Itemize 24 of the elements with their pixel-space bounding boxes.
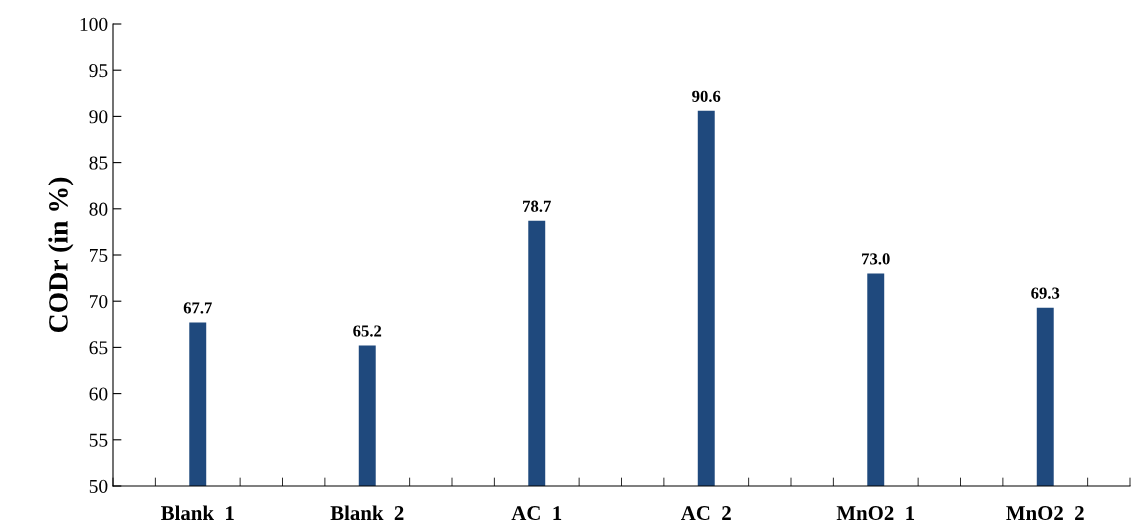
y-tick-label: 50 xyxy=(89,479,108,493)
y-tick-label: 75 xyxy=(89,249,108,262)
x-tick-label: AC 2 xyxy=(680,506,731,521)
x-tick-label: MnO2 1 xyxy=(836,506,915,521)
y-tick-label: 55 xyxy=(89,433,108,447)
y-tick-label: 95 xyxy=(89,64,108,78)
x-tick-label: Blank 2 xyxy=(330,505,404,521)
data-label: 67.7 xyxy=(183,302,212,314)
y-axis-title: CODr (in %) xyxy=(48,177,74,333)
data-label: 69.3 xyxy=(1031,287,1060,299)
data-label: 78.7 xyxy=(523,200,551,212)
y-tick-label: 70 xyxy=(89,295,108,309)
y-tick-label: 80 xyxy=(89,202,108,216)
data-label: 73.0 xyxy=(862,253,890,265)
y-tick-label: 90 xyxy=(89,110,108,124)
y-tick-label: 100 xyxy=(80,17,108,31)
x-tick-label: MnO2 2 xyxy=(1006,506,1084,521)
y-tick-label: 85 xyxy=(89,156,108,170)
y-tick-label: 65 xyxy=(89,341,108,355)
y-tick-label: 60 xyxy=(89,387,108,401)
data-label: 65.2 xyxy=(353,325,382,337)
x-tick-label: Blank 1 xyxy=(161,505,234,521)
data-label: 90.6 xyxy=(692,90,721,102)
x-tick-label: AC 1 xyxy=(511,506,562,521)
